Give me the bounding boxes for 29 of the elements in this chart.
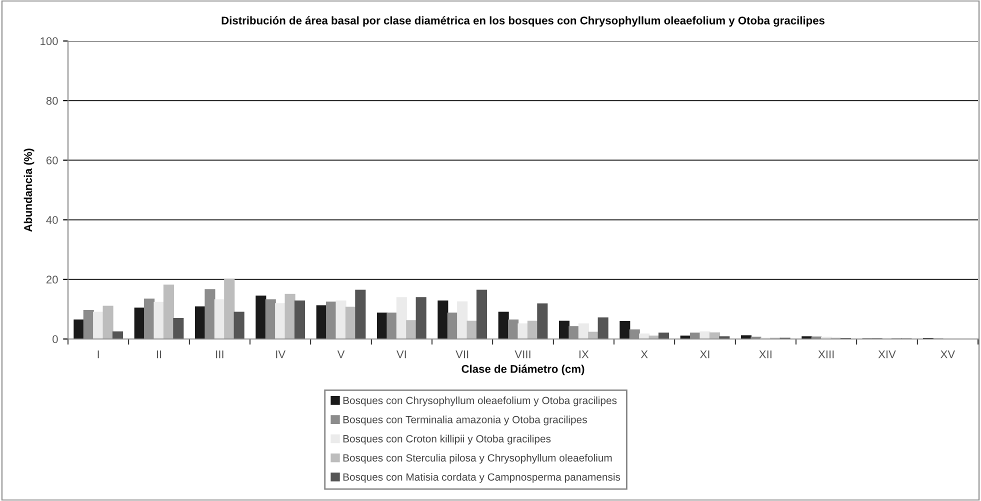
y-tick-label: 20 bbox=[46, 276, 58, 284]
x-tick-label: III bbox=[216, 350, 224, 358]
x-tick-label: I bbox=[98, 350, 99, 358]
legend-label: Bosques con Terminalia amazonia y Otoba gracilipes bbox=[343, 416, 587, 426]
x-tick-label: VI bbox=[396, 350, 406, 358]
x-tick-label: V bbox=[337, 350, 345, 358]
y-tick-label: 40 bbox=[46, 216, 58, 224]
legend-label: Bosques con Croton killipii y Otoba gracilipes bbox=[343, 434, 551, 445]
x-tick-label: XV bbox=[940, 350, 956, 358]
x-tick-label: XII bbox=[759, 350, 772, 358]
x-tick-label: IV bbox=[276, 350, 286, 358]
x-tick-label: X bbox=[640, 350, 648, 358]
y-tick-label: 80 bbox=[46, 96, 58, 105]
y-tick-label: 100 bbox=[40, 37, 58, 46]
y-tick-label: 60 bbox=[46, 156, 58, 164]
x-tick-label: XIII bbox=[818, 350, 834, 358]
x-tick-label: VII bbox=[456, 350, 468, 358]
x-tick-label: IX bbox=[579, 350, 589, 358]
legend-label: Bosques con Sterculia pilosa y Chrysophyllum oleaefolium bbox=[343, 454, 612, 464]
chart-title: Distribución de área basal por clase diamétrica en los bosques con Chrysophyllum oleaefolium y Otoba gracilipes bbox=[222, 16, 825, 27]
y-axis-title: Abundancia (%) bbox=[24, 148, 34, 232]
x-axis-title: Clase de Diámetro (cm) bbox=[462, 364, 584, 376]
x-tick-label: VIII bbox=[514, 350, 530, 358]
x-tick-label: XI bbox=[700, 350, 710, 358]
y-tick-label: 0 bbox=[52, 335, 58, 344]
legend-label: Bosques con Matisia cordata y Campnosperma panamensis bbox=[343, 473, 620, 483]
x-tick-label: XIV bbox=[878, 350, 896, 358]
x-tick-label: II bbox=[156, 350, 162, 358]
legend-label: Bosques con Chrysophyllum oleaefolium y Otoba gracilipes bbox=[343, 396, 617, 406]
